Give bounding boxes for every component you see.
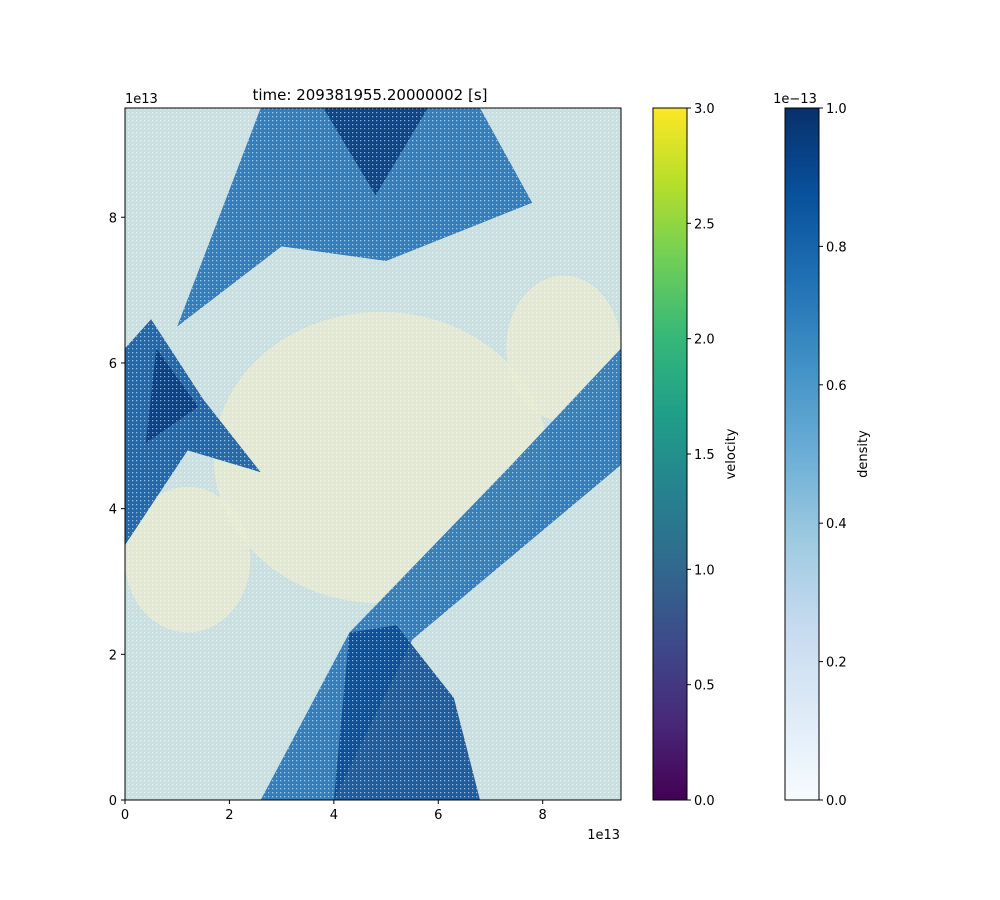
density-colorbar-ticks: 0.0 0.2 0.4 0.6 0.8 1.0 bbox=[819, 102, 847, 809]
velocity-colorbar: 0.0 0.5 1.0 1.5 2.0 2.5 3.0 velocity bbox=[652, 102, 739, 809]
velocity-tick-label: 2.5 bbox=[694, 217, 715, 232]
x-tick-label: 4 bbox=[330, 808, 338, 823]
density-tick-label: 1.0 bbox=[826, 102, 847, 117]
y-tick-label: 2 bbox=[109, 648, 117, 663]
plot-frame bbox=[124, 107, 622, 801]
velocity-colorbar-fill bbox=[653, 108, 687, 800]
x-tick-label: 6 bbox=[434, 808, 442, 823]
velocity-tick-label: 0.5 bbox=[694, 679, 715, 694]
density-tick-label: 0.6 bbox=[826, 379, 847, 394]
velocity-colorbar-ticks: 0.0 0.5 1.0 1.5 2.0 2.5 3.0 bbox=[687, 102, 715, 809]
y-axis-ticks: 0 2 4 6 8 bbox=[109, 211, 125, 809]
density-tick-label: 0.4 bbox=[826, 517, 847, 532]
x-tick-label: 0 bbox=[121, 808, 129, 823]
main-plot: time: 209381955.20000002 [s] 0 2 4 6 8 0 2 4 6 8… bbox=[109, 86, 622, 843]
heatmap-area bbox=[125, 108, 621, 800]
x-offset-label: 1e13 bbox=[587, 828, 620, 843]
x-tick-label: 8 bbox=[539, 808, 547, 823]
density-tick-label: 0.2 bbox=[826, 656, 847, 671]
velocity-quiver-texture bbox=[125, 108, 621, 800]
y-offset-label: 1e13 bbox=[125, 92, 158, 107]
velocity-tick-label: 1.0 bbox=[694, 563, 715, 578]
density-colorbar: 0.0 0.2 0.4 0.6 0.8 1.0 density 1e−13 bbox=[773, 92, 871, 809]
x-tick-label: 2 bbox=[225, 808, 233, 823]
y-tick-label: 0 bbox=[109, 794, 117, 809]
velocity-tick-label: 1.5 bbox=[694, 448, 715, 463]
x-axis-ticks: 0 2 4 6 8 bbox=[121, 800, 547, 823]
y-tick-label: 4 bbox=[109, 503, 117, 518]
velocity-tick-label: 2.0 bbox=[694, 333, 715, 348]
density-colorbar-fill bbox=[785, 108, 819, 800]
y-tick-label: 8 bbox=[109, 211, 117, 226]
velocity-colorbar-label: velocity bbox=[724, 428, 739, 479]
velocity-tick-label: 0.0 bbox=[694, 794, 715, 809]
density-offset-label: 1e−13 bbox=[773, 92, 817, 107]
plot-title: time: 209381955.20000002 [s] bbox=[252, 86, 487, 104]
density-tick-label: 0.0 bbox=[826, 794, 847, 809]
density-colorbar-label: density bbox=[856, 430, 871, 478]
y-tick-label: 6 bbox=[109, 357, 117, 372]
velocity-tick-label: 3.0 bbox=[694, 102, 715, 117]
density-tick-label: 0.8 bbox=[826, 240, 847, 255]
density-colorbar-frame bbox=[784, 107, 820, 801]
